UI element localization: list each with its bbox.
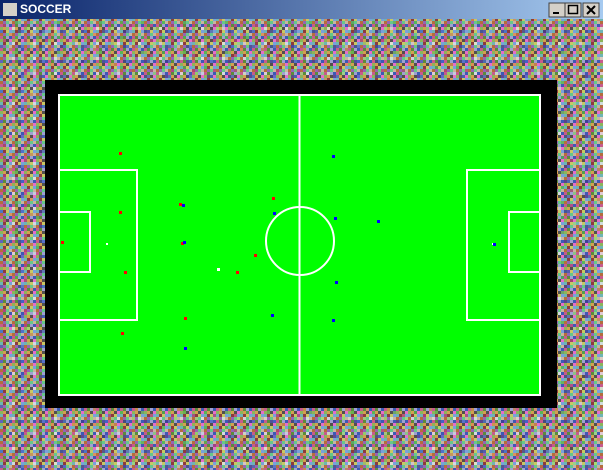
ball [217,268,220,271]
button-glyph [567,4,579,15]
player [183,241,186,244]
app-icon [3,3,17,16]
blue-team [182,155,496,350]
player [493,243,496,246]
right-goal [541,226,544,262]
player [332,319,335,322]
player [334,217,337,220]
player [124,271,127,274]
player [121,332,124,335]
red-team [61,152,275,335]
player [184,347,187,350]
center-circle [265,206,335,276]
player [271,314,274,317]
player [119,211,122,214]
penalty-spot [106,243,108,245]
window-title: SOCCER [20,2,72,16]
right-goal-area [508,211,541,273]
player [272,197,275,200]
player [335,281,338,284]
player [332,155,335,158]
player [181,242,184,245]
player [254,254,257,257]
button-glyph [586,5,596,15]
player [377,220,380,223]
left-goal-area [58,211,91,273]
title-bar [0,0,603,19]
player [184,317,187,320]
player [273,212,276,215]
player [119,152,122,155]
pitch-lines [58,94,541,396]
button-glyph [553,12,559,14]
close-button[interactable] [582,2,600,18]
player [182,204,185,207]
maximize-button[interactable] [564,2,582,18]
minimize-button[interactable] [548,2,566,18]
left-goal [55,226,58,262]
button-face [548,2,566,18]
player [61,241,64,244]
player [236,271,239,274]
player [179,203,182,206]
